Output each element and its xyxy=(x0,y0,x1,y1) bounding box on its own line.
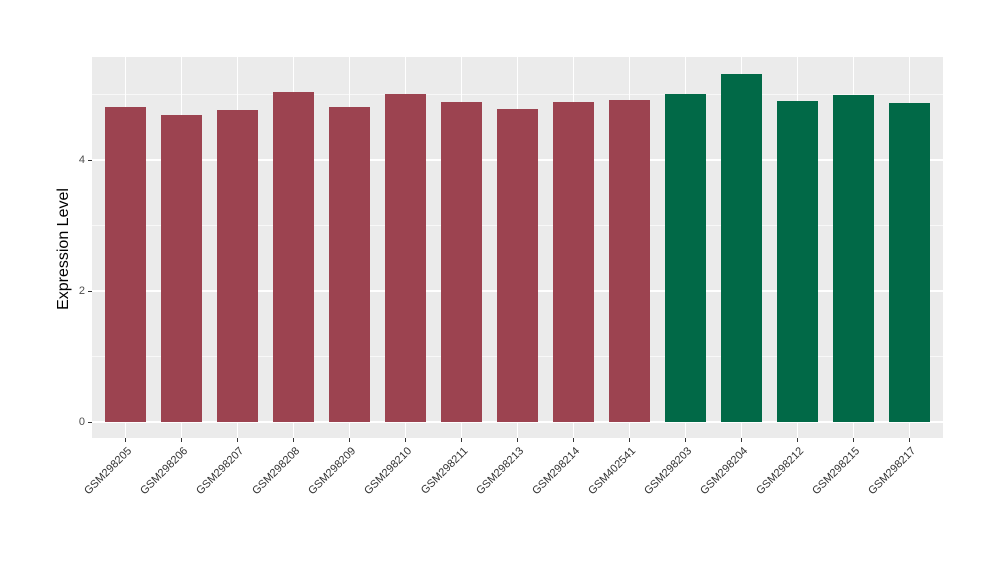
x-tick-label: GSM298212 xyxy=(753,445,806,498)
x-tick-mark xyxy=(517,438,518,442)
x-tick-label: GSM298209 xyxy=(305,445,359,498)
x-tick-mark xyxy=(125,438,127,442)
x-tick-label: GSM298205 xyxy=(81,445,135,498)
x-tick-mark xyxy=(461,438,462,442)
x-tick-label: GSM298203 xyxy=(641,445,694,498)
y-tick-label: 4 xyxy=(78,154,85,167)
x-tick-mark xyxy=(349,438,351,442)
x-tick-mark xyxy=(181,438,183,442)
bar-GSM298213 xyxy=(497,108,538,423)
x-tick-label: GSM298206 xyxy=(137,445,191,498)
x-tick-label: GSM298214 xyxy=(529,445,582,498)
x-tick-mark xyxy=(684,438,686,442)
plot-panel xyxy=(92,57,943,438)
bar-GSM298217 xyxy=(888,103,930,423)
x-tick-label: GSM298217 xyxy=(865,445,918,498)
x-tick-label: GSM298207 xyxy=(193,445,247,498)
bar-GSM298211 xyxy=(441,102,482,423)
x-tick-mark xyxy=(908,438,910,442)
x-tick-mark xyxy=(293,438,295,442)
bar-GSM298214 xyxy=(553,102,594,423)
y-tick-mark xyxy=(88,159,92,161)
bar-GSM298205 xyxy=(105,106,147,423)
bar-GSM298215 xyxy=(832,94,874,423)
x-tick-mark xyxy=(572,438,574,442)
bar-GSM298210 xyxy=(385,94,426,423)
x-tick-mark xyxy=(796,438,798,442)
x-tick-label: GSM298213 xyxy=(473,445,526,498)
bar-GSM298209 xyxy=(329,106,370,423)
x-tick-mark xyxy=(852,438,854,442)
x-tick-label: GSM298204 xyxy=(697,445,750,498)
x-tick-label: GSM402541 xyxy=(585,445,638,498)
x-tick-label: GSM298208 xyxy=(249,445,303,498)
bar-GSM298204 xyxy=(721,74,762,423)
y-tick-label: 2 xyxy=(78,285,85,298)
bar-GSM298207 xyxy=(217,110,258,423)
x-tick-mark xyxy=(740,438,742,442)
x-tick-label: GSM298211 xyxy=(418,445,470,497)
bar-GSM402541 xyxy=(609,99,650,423)
y-tick-label: 0 xyxy=(78,416,85,429)
bar-GSM298212 xyxy=(776,100,818,423)
x-tick-mark xyxy=(628,438,630,442)
bar-GSM298203 xyxy=(665,94,706,423)
x-tick-mark xyxy=(237,438,239,442)
bar-GSM298206 xyxy=(161,114,202,423)
bar-GSM298208 xyxy=(273,92,314,423)
x-tick-mark xyxy=(405,438,407,442)
y-tick-mark xyxy=(88,421,92,423)
x-tick-label: GSM298210 xyxy=(361,445,415,498)
x-tick-label: GSM298215 xyxy=(809,445,862,498)
y-axis-title: Expression Level xyxy=(55,188,72,310)
y-tick-mark xyxy=(88,290,92,292)
